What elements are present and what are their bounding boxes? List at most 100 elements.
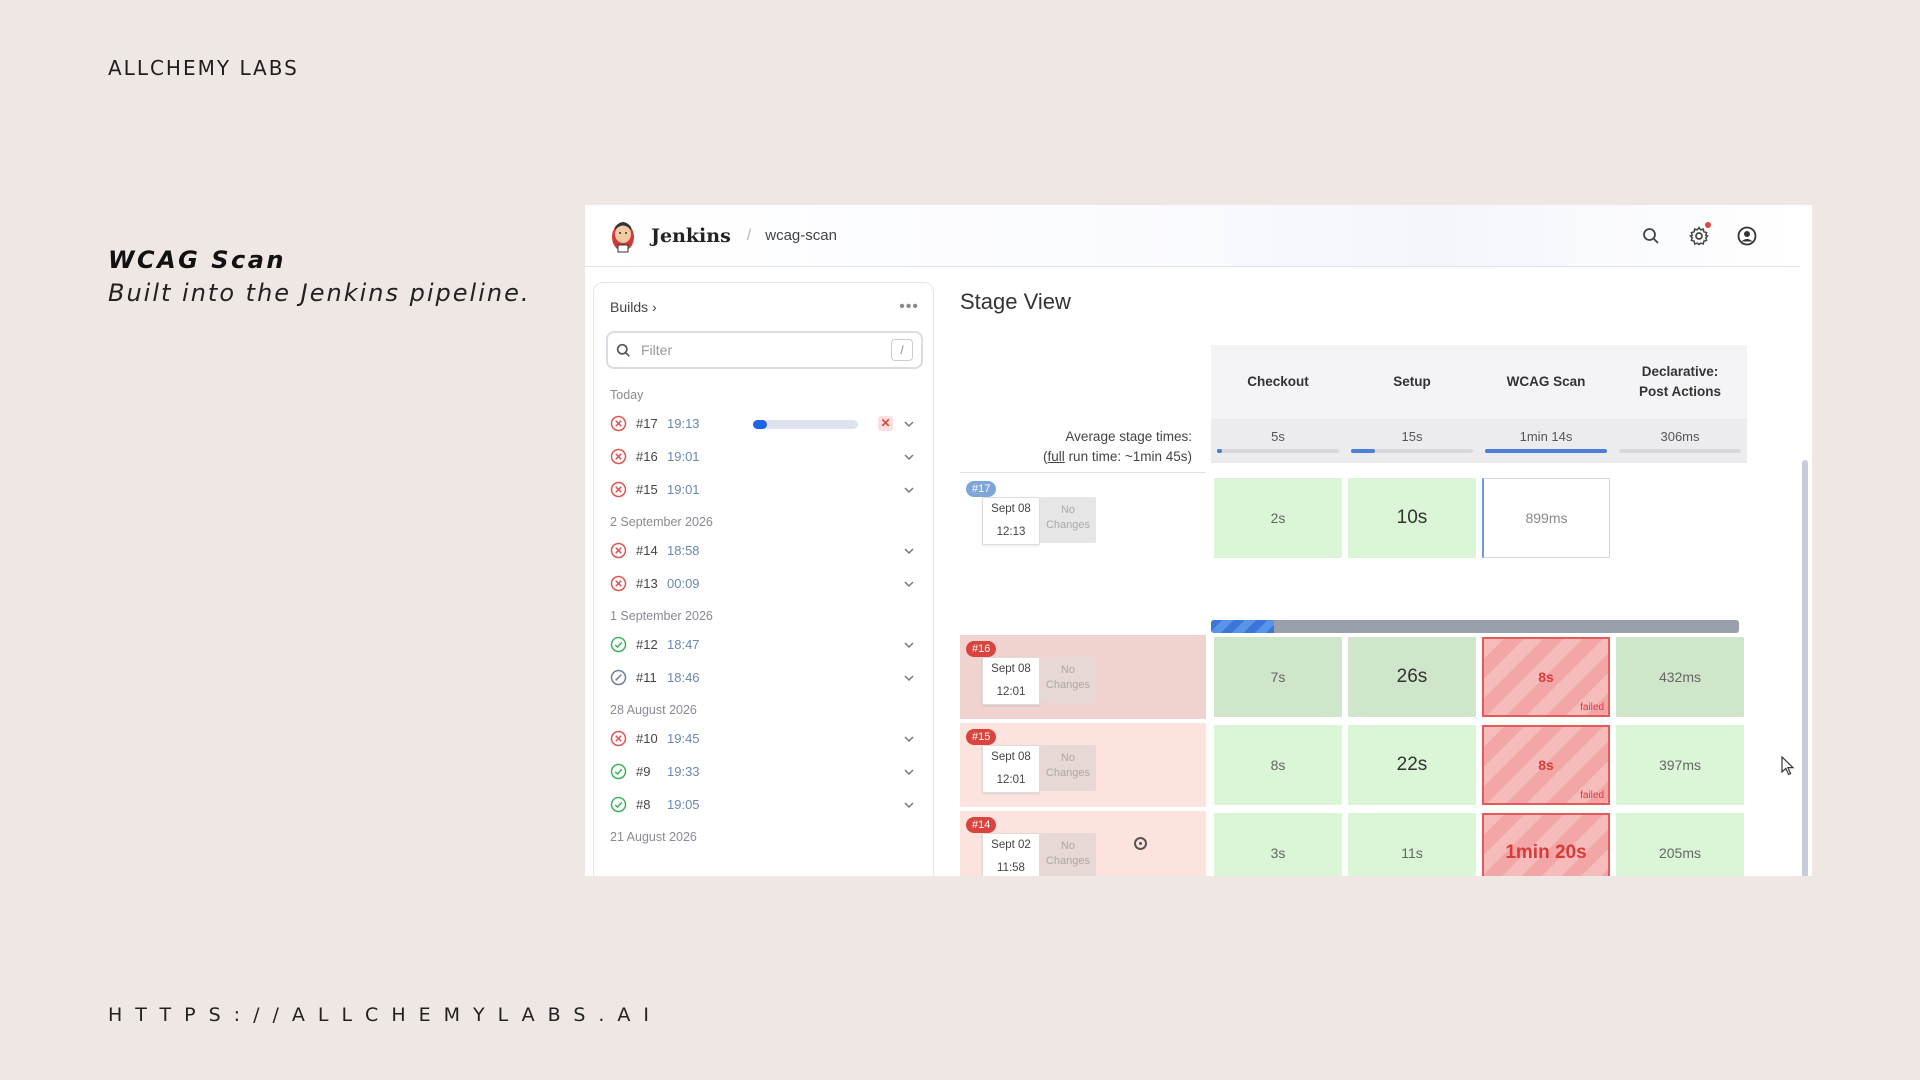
stage-average-bar <box>1619 449 1741 453</box>
build-number[interactable]: #14 <box>636 543 658 558</box>
stage-cell[interactable]: 3s <box>1214 813 1342 876</box>
keyboard-shortcut-hint: / <box>891 339 913 361</box>
stage-cell[interactable]: 8s failed <box>1482 637 1610 717</box>
no-changes-label[interactable]: No Changes <box>1040 745 1096 791</box>
build-failed-icon <box>610 481 627 498</box>
stage-duration: 397ms <box>1658 757 1702 773</box>
stage-cell[interactable]: 205ms <box>1616 813 1744 876</box>
stage-duration: 8s <box>1270 757 1286 773</box>
build-number[interactable]: #17 <box>636 416 658 431</box>
gear-icon[interactable] <box>1686 222 1712 249</box>
build-date: Sept 02 11:58 <box>982 833 1040 876</box>
build-time: 19:33 <box>667 764 700 779</box>
failed-tag: failed <box>1580 790 1604 801</box>
stage-duration: 10s <box>1396 507 1428 528</box>
stage-average-fill <box>1485 449 1607 453</box>
build-number[interactable]: #9 <box>636 764 651 779</box>
full-run-link[interactable]: full <box>1047 449 1065 464</box>
stage-average-value: 1min 14s <box>1519 429 1573 444</box>
build-number[interactable]: #10 <box>636 731 658 746</box>
build-number[interactable]: #8 <box>636 797 651 812</box>
no-changes-label[interactable]: No Changes <box>1040 497 1096 543</box>
build-row[interactable]: #10 19:45 <box>594 722 933 755</box>
build-row[interactable]: #12 18:47 <box>594 628 933 661</box>
brand-name: ALLCHEMY LABS <box>108 56 299 80</box>
chevron-down-icon[interactable] <box>903 638 915 656</box>
build-badge[interactable]: #15 <box>966 729 997 745</box>
build-run-row[interactable]: #15 Sept 08 12:01 No Changes <box>960 723 1206 807</box>
website-url[interactable]: HTTPS://ALLCHEMYLABS.AI <box>108 1004 663 1026</box>
build-run-row[interactable]: #16 Sept 08 12:01 No Changes <box>960 635 1206 719</box>
chevron-down-icon[interactable] <box>903 544 915 562</box>
no-changes-label[interactable]: No Changes <box>1040 657 1096 703</box>
chevron-down-icon[interactable] <box>903 732 915 750</box>
stage-cell[interactable]: 2s <box>1214 478 1342 558</box>
build-row[interactable]: #9 19:33 <box>594 755 933 788</box>
build-row[interactable]: #15 19:01 <box>594 473 933 506</box>
build-number[interactable]: #12 <box>636 637 658 652</box>
stage-duration: 2s <box>1270 510 1286 526</box>
stage-cell[interactable]: 432ms <box>1616 637 1744 717</box>
build-badge[interactable]: #17 <box>966 481 997 497</box>
build-date-day: Sept 08 <box>991 663 1031 675</box>
stage-header-checkout: Checkout <box>1211 345 1345 419</box>
stage-cell[interactable]: 8s failed <box>1482 725 1610 805</box>
chevron-down-icon[interactable] <box>903 671 915 689</box>
build-run-row[interactable]: #17 Sept 08 12:13 No Changes <box>960 472 1206 560</box>
stage-average-bar <box>1351 449 1473 453</box>
no-changes-label[interactable]: No Changes <box>1040 833 1096 876</box>
jenkins-logo-icon[interactable] <box>609 219 637 253</box>
build-progress-fill <box>1211 620 1275 633</box>
build-date-time: 12:01 <box>996 686 1026 698</box>
chevron-down-icon[interactable] <box>903 417 915 435</box>
chevron-down-icon[interactable] <box>903 577 915 595</box>
build-number[interactable]: #16 <box>636 449 658 464</box>
search-icon[interactable] <box>1638 223 1664 249</box>
stage-cell[interactable]: 10s <box>1348 478 1476 558</box>
build-badge[interactable]: #16 <box>966 641 997 657</box>
filter-input[interactable]: Filter / <box>606 331 923 369</box>
build-number[interactable]: #13 <box>636 576 658 591</box>
build-badge[interactable]: #14 <box>966 817 997 833</box>
stage-cell[interactable]: 397ms <box>1616 725 1744 805</box>
more-options-icon[interactable]: ••• <box>899 298 919 315</box>
chevron-down-icon[interactable] <box>903 798 915 816</box>
build-number[interactable]: #15 <box>636 482 658 497</box>
build-group-label: 21 August 2026 <box>610 830 697 844</box>
stage-cell[interactable]: 22s <box>1348 725 1476 805</box>
build-row[interactable]: #13 00:09 <box>594 567 933 600</box>
stage-duration: 22s <box>1396 754 1428 775</box>
stage-header-setup: Setup <box>1345 345 1479 419</box>
user-icon[interactable] <box>1734 223 1760 249</box>
build-row[interactable]: #11 18:46 <box>594 661 933 694</box>
build-row[interactable]: #17 19:13 ✕ <box>594 407 933 440</box>
build-time: 18:58 <box>667 543 700 558</box>
clock-icon[interactable] <box>1134 837 1147 850</box>
app-name[interactable]: Jenkins <box>651 224 731 247</box>
breadcrumb-job[interactable]: wcag-scan <box>765 227 837 244</box>
build-success-icon <box>610 763 627 780</box>
build-number[interactable]: #11 <box>636 670 657 685</box>
stage-cell[interactable]: 899ms <box>1482 478 1610 558</box>
stage-cell[interactable]: 7s <box>1214 637 1342 717</box>
chevron-down-icon[interactable] <box>903 765 915 783</box>
stage-cell[interactable]: 26s <box>1348 637 1476 717</box>
builds-link[interactable]: Builds › <box>610 299 657 315</box>
build-row[interactable]: #16 19:01 <box>594 440 933 473</box>
stage-cell[interactable]: 1min 20sfailed <box>1482 813 1610 876</box>
build-time: 19:05 <box>667 797 700 812</box>
scrollbar[interactable] <box>1802 460 1808 876</box>
build-date-time: 11:58 <box>997 862 1025 874</box>
build-row[interactable]: #8 19:05 <box>594 788 933 821</box>
build-failed-icon <box>610 542 627 559</box>
build-run-row[interactable]: #14 Sept 02 11:58 No Changes <box>960 811 1206 876</box>
stop-build-icon[interactable]: ✕ <box>878 416 893 431</box>
stage-cell[interactable]: 11s <box>1348 813 1476 876</box>
stage-cell[interactable]: 8s <box>1214 725 1342 805</box>
chevron-down-icon[interactable] <box>903 450 915 468</box>
chevron-right-icon: › <box>652 299 657 315</box>
build-time: 19:01 <box>667 482 700 497</box>
chevron-down-icon[interactable] <box>903 483 915 501</box>
build-row[interactable]: #14 18:58 <box>594 534 933 567</box>
build-success-icon <box>610 636 627 653</box>
